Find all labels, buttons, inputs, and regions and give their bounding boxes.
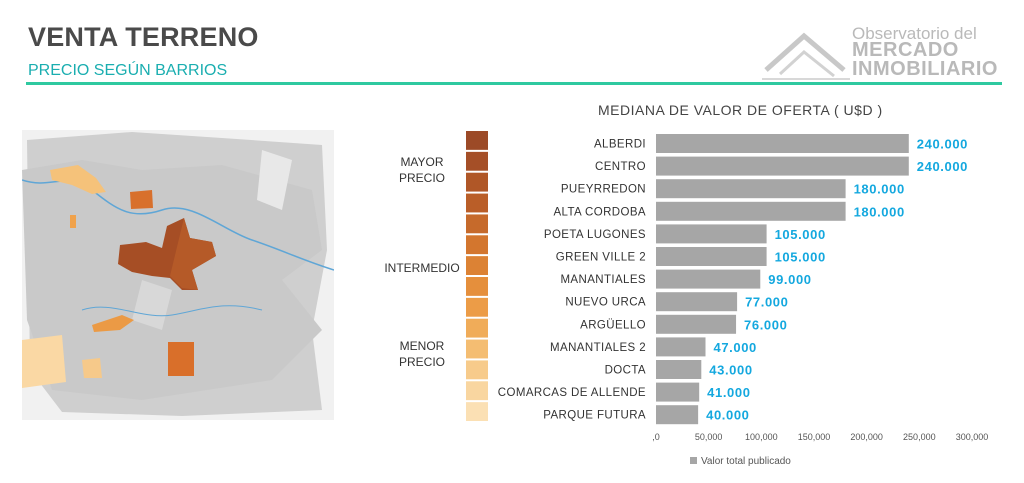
legend-swatch (466, 297, 488, 317)
x-tick-label: 100,000 (745, 432, 778, 442)
bar (656, 201, 846, 221)
chart-legend-label: Valor total publicado (701, 456, 791, 467)
category-label: MANANTIALES (560, 274, 646, 286)
legend-swatch (466, 318, 488, 338)
category-label: DOCTA (605, 365, 646, 377)
value-label: 240.000 (917, 137, 968, 152)
value-label: 105.000 (775, 227, 826, 242)
bar (656, 382, 700, 402)
bar (656, 156, 909, 176)
category-label: ARGÜELLO (580, 319, 646, 331)
x-tick-label: 250,000 (903, 432, 936, 442)
value-label: 41.000 (707, 385, 750, 400)
bar (656, 292, 738, 312)
x-tick-label: 200,000 (850, 432, 883, 442)
bar (656, 337, 706, 357)
legend-swatch (466, 381, 488, 401)
value-label: 76.000 (744, 317, 787, 332)
map-zone-northeast (130, 190, 153, 209)
category-label: CENTRO (595, 161, 646, 173)
logo-line-2: MERCADO (852, 39, 959, 61)
legend-swatch (466, 172, 488, 192)
legend-swatch (466, 360, 488, 380)
value-label: 47.000 (714, 340, 757, 355)
bar (656, 269, 761, 289)
chart-legend-swatch (690, 457, 697, 464)
map-zone-south-west-1 (22, 335, 66, 388)
logo-line-3: INMOBILIARIO (852, 58, 998, 80)
category-label: ALTA CORDOBA (553, 206, 646, 218)
legend-swatch (466, 151, 488, 171)
bar (656, 405, 699, 425)
legend-top-label: MAYOR PRECIO (398, 155, 445, 185)
bar (656, 360, 702, 379)
logo-line-1: Observatorio del (852, 24, 977, 43)
map-zone-northwest (70, 215, 76, 228)
price-legend-scale (466, 131, 488, 421)
chart-title: MEDIANA DE VALOR DE OFERTA ( U$D ) (598, 102, 883, 118)
x-tick-label: 150,000 (798, 432, 831, 442)
category-label: COMARCAS DE ALLENDE (498, 387, 646, 399)
x-tick-label: 50,000 (695, 432, 723, 442)
value-label: 40.000 (706, 408, 749, 423)
bar (656, 247, 767, 266)
category-label: MANANTIALES 2 (550, 342, 646, 354)
bar (656, 134, 909, 153)
legend-swatch (466, 339, 488, 359)
category-label: GREEN VILLE 2 (556, 252, 646, 264)
page-subtitle: PRECIO SEGÚN BARRIOS (28, 62, 228, 79)
observatorio-logo (762, 32, 850, 80)
value-label: 180.000 (854, 204, 905, 219)
legend-bottom-label: MENOR PRECIO (398, 339, 445, 369)
legend-swatch (466, 402, 488, 421)
legend-swatch (466, 277, 488, 296)
legend-swatch (466, 256, 488, 275)
legend-swatch (466, 214, 488, 234)
category-label: PUEYRREDON (561, 184, 646, 196)
value-label: 105.000 (775, 250, 826, 265)
category-label: ALBERDI (594, 139, 646, 151)
legend-swatch (466, 131, 488, 150)
header-divider (26, 82, 1002, 85)
legend-swatch (466, 193, 488, 213)
city-map (22, 130, 334, 420)
map-zone-north (50, 165, 106, 194)
value-label: 240.000 (917, 159, 968, 174)
map-zone-south-west-2 (82, 358, 102, 378)
map-zone-south-east (168, 342, 194, 376)
map-zone-center-east (170, 218, 216, 290)
category-label: PARQUE FUTURA (543, 410, 646, 422)
bar (656, 224, 767, 244)
map-zone-southwest (92, 315, 134, 332)
value-label: 99.000 (768, 272, 811, 287)
bar (656, 314, 737, 334)
category-label: NUEVO URCA (565, 297, 646, 309)
legend-mid-label: INTERMEDIO (384, 261, 460, 275)
value-label: 180.000 (854, 182, 905, 197)
value-label: 77.000 (745, 295, 788, 310)
legend-swatch (466, 235, 488, 255)
x-tick-label: ,0 (652, 432, 660, 442)
page-title: VENTA TERRENO (28, 22, 259, 52)
category-label: POETA LUGONES (544, 229, 646, 241)
value-label: 43.000 (709, 363, 752, 378)
bar (656, 179, 846, 199)
x-tick-label: 300,000 (956, 432, 989, 442)
